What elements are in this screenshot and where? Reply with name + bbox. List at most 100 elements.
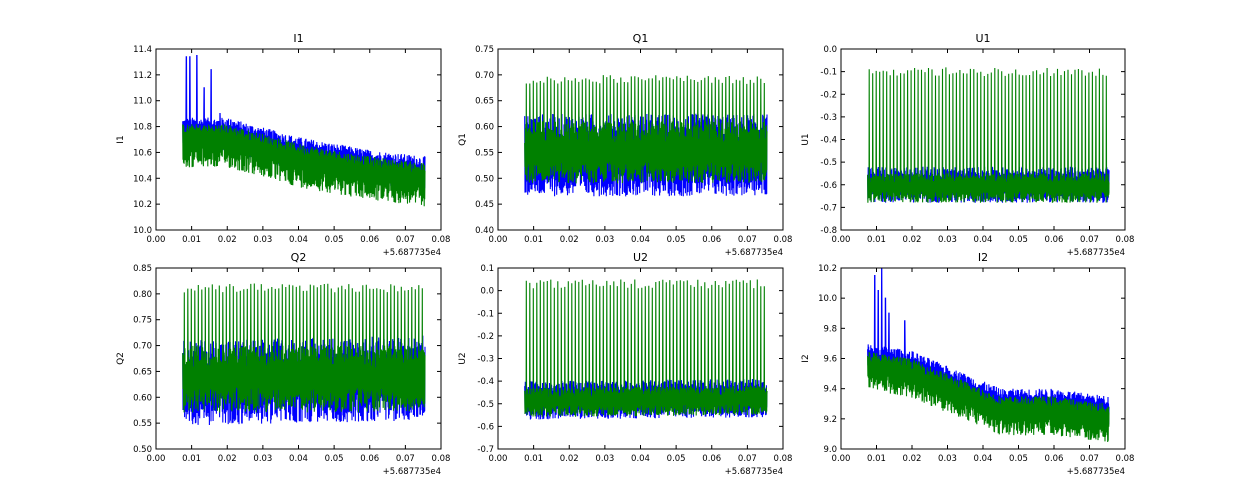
y-tick-label: -0.5	[820, 158, 837, 168]
y-tick-label: -0.7	[477, 445, 494, 455]
x-tick-label: 0.00	[489, 235, 508, 245]
x-offset-label: +5.687735e4	[725, 467, 783, 477]
y-tick-label: 0.50	[133, 445, 152, 455]
y-axis-label: U1	[801, 133, 811, 145]
x-tick-label: 0.06	[702, 454, 721, 464]
x-tick-label: 0.01	[182, 454, 201, 464]
x-tick-label: 0.05	[667, 454, 686, 464]
x-tick-label: 0.03	[595, 454, 614, 464]
chart-title: U1	[975, 32, 990, 45]
x-tick-label: 0.06	[360, 454, 379, 464]
y-tick-label: -0.1	[477, 309, 494, 319]
x-tick-label: 0.06	[1045, 235, 1064, 245]
y-tick-label: -0.3	[477, 355, 494, 365]
x-tick-label: 0.05	[1009, 235, 1028, 245]
x-tick-label: 0.06	[360, 235, 379, 245]
x-tick-label: 0.06	[1045, 454, 1064, 464]
y-tick-label: 9.2	[823, 415, 837, 425]
y-tick-label: 10.0	[133, 226, 152, 236]
chart-title: U2	[633, 251, 648, 264]
x-tick-label: 0.07	[396, 235, 415, 245]
x-tick-label: 0.05	[325, 235, 344, 245]
y-tick-label: -0.8	[820, 226, 837, 236]
x-offset-label: +5.687735e4	[1067, 248, 1125, 258]
x-tick-label: 0.03	[938, 235, 957, 245]
x-tick-label: 0.08	[774, 235, 793, 245]
y-tick-label: -0.4	[477, 377, 494, 387]
x-tick-label: 0.07	[738, 235, 757, 245]
y-tick-label: 11.4	[133, 45, 152, 55]
x-tick-label: 0.05	[667, 235, 686, 245]
y-tick-label: 0.65	[475, 97, 494, 107]
x-tick-label: 0.04	[289, 235, 308, 245]
subplot-q1: 0.00 0.01 0.02 0.03 0.04 0.05 0.06 0.07 0.08 0.40…	[458, 32, 792, 258]
x-tick-label: 0.05	[1009, 454, 1028, 464]
series-green	[524, 279, 768, 417]
x-tick-label: 0.08	[432, 454, 451, 464]
subplot-q2: 0.00 0.01 0.02 0.03 0.04 0.05 0.06 0.07 0.08 0.50…	[116, 251, 450, 477]
x-offset-label: +5.687735e4	[383, 467, 441, 477]
x-tick-label: 0.01	[182, 235, 201, 245]
x-tick-label: 0.07	[1080, 235, 1099, 245]
y-tick-label: 9.0	[823, 445, 837, 455]
y-tick-label: 0.40	[475, 226, 494, 236]
y-tick-label: -0.2	[477, 332, 494, 342]
y-tick-label: -0.3	[820, 113, 837, 123]
y-tick-label: 0.0	[823, 45, 837, 55]
y-tick-label: -0.4	[820, 136, 837, 146]
x-tick-label: 0.01	[524, 454, 543, 464]
x-tick-label: 0.07	[1080, 454, 1099, 464]
subplot-u1: 0.00 0.01 0.02 0.03 0.04 0.05 0.06 0.07 0.08 -0.8…	[801, 32, 1134, 258]
series-green	[182, 283, 426, 413]
x-tick-label: 0.00	[489, 454, 508, 464]
y-tick-label: 10.6	[133, 148, 152, 158]
x-tick-label: 0.04	[631, 454, 650, 464]
x-tick-label: 0.04	[289, 454, 308, 464]
y-tick-label: 0.70	[133, 342, 152, 352]
x-tick-label: 0.04	[631, 235, 650, 245]
x-tick-label: 0.03	[253, 235, 272, 245]
y-tick-label: 0.65	[133, 367, 152, 377]
y-tick-label: 10.2	[818, 264, 837, 274]
series-green	[867, 67, 1110, 203]
x-tick-label: 0.08	[1116, 454, 1135, 464]
y-tick-label: 0.1	[480, 264, 494, 274]
x-tick-label: 0.02	[218, 235, 237, 245]
y-axis-label: Q2	[116, 352, 126, 365]
y-tick-label: 11.0	[133, 97, 152, 107]
y-tick-label: 9.6	[823, 355, 837, 365]
y-tick-label: 0.55	[133, 419, 152, 429]
y-axis-label: I1	[116, 135, 126, 143]
y-tick-label: -0.6	[477, 422, 494, 432]
y-tick-label: 10.2	[133, 200, 152, 210]
y-axis-label: Q1	[458, 133, 468, 146]
x-tick-label: 0.08	[1116, 235, 1135, 245]
y-tick-label: -0.5	[477, 400, 494, 410]
x-tick-label: 0.01	[867, 235, 886, 245]
x-tick-label: 0.08	[774, 454, 793, 464]
y-tick-label: 0.60	[475, 123, 494, 133]
x-tick-label: 0.08	[432, 235, 451, 245]
y-tick-label: 10.8	[133, 123, 152, 133]
x-offset-label: +5.687735e4	[383, 248, 441, 258]
y-tick-label: -0.7	[820, 203, 837, 213]
y-tick-label: -0.6	[820, 181, 837, 191]
x-tick-label: 0.07	[738, 454, 757, 464]
y-tick-label: 0.60	[133, 393, 152, 403]
x-tick-label: 0.07	[396, 454, 415, 464]
series-green	[182, 124, 426, 207]
subplot-i2: 0.00 0.01 0.02 0.03 0.04 0.05 0.06 0.07 0.08 9.0 9…	[801, 251, 1134, 477]
y-tick-label: 10.0	[818, 294, 837, 304]
x-tick-label: 0.05	[325, 454, 344, 464]
chart-title: Q1	[633, 32, 649, 45]
x-tick-label: 0.02	[560, 454, 579, 464]
x-tick-label: 0.03	[938, 454, 957, 464]
chart-title: I1	[293, 32, 303, 45]
y-tick-label: 0.80	[133, 290, 152, 300]
subplot-i1: 0.00 0.01 0.02 0.03 0.04 0.05 0.06 0.07 0.08 10.0…	[116, 32, 450, 258]
x-tick-label: 0.00	[147, 454, 166, 464]
y-tick-label: 9.4	[823, 385, 837, 395]
x-offset-label: +5.687735e4	[725, 248, 783, 258]
y-tick-label: 0.85	[133, 264, 152, 274]
